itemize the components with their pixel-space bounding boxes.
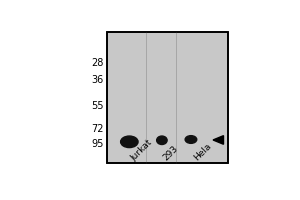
Text: 72: 72 [91,124,104,134]
Bar [107,32,228,163]
Text: 55: 55 [91,101,104,111]
Ellipse shape [185,136,197,143]
Polygon shape [213,136,224,144]
Ellipse shape [121,136,138,148]
Text: Hela: Hela [192,142,213,163]
Text: 28: 28 [92,58,104,68]
Text: 95: 95 [92,139,104,149]
Bar [107,32,228,163]
Text: 36: 36 [92,75,104,85]
Text: Jurkat: Jurkat [129,138,155,163]
Ellipse shape [157,136,167,145]
Text: 293: 293 [162,144,180,163]
